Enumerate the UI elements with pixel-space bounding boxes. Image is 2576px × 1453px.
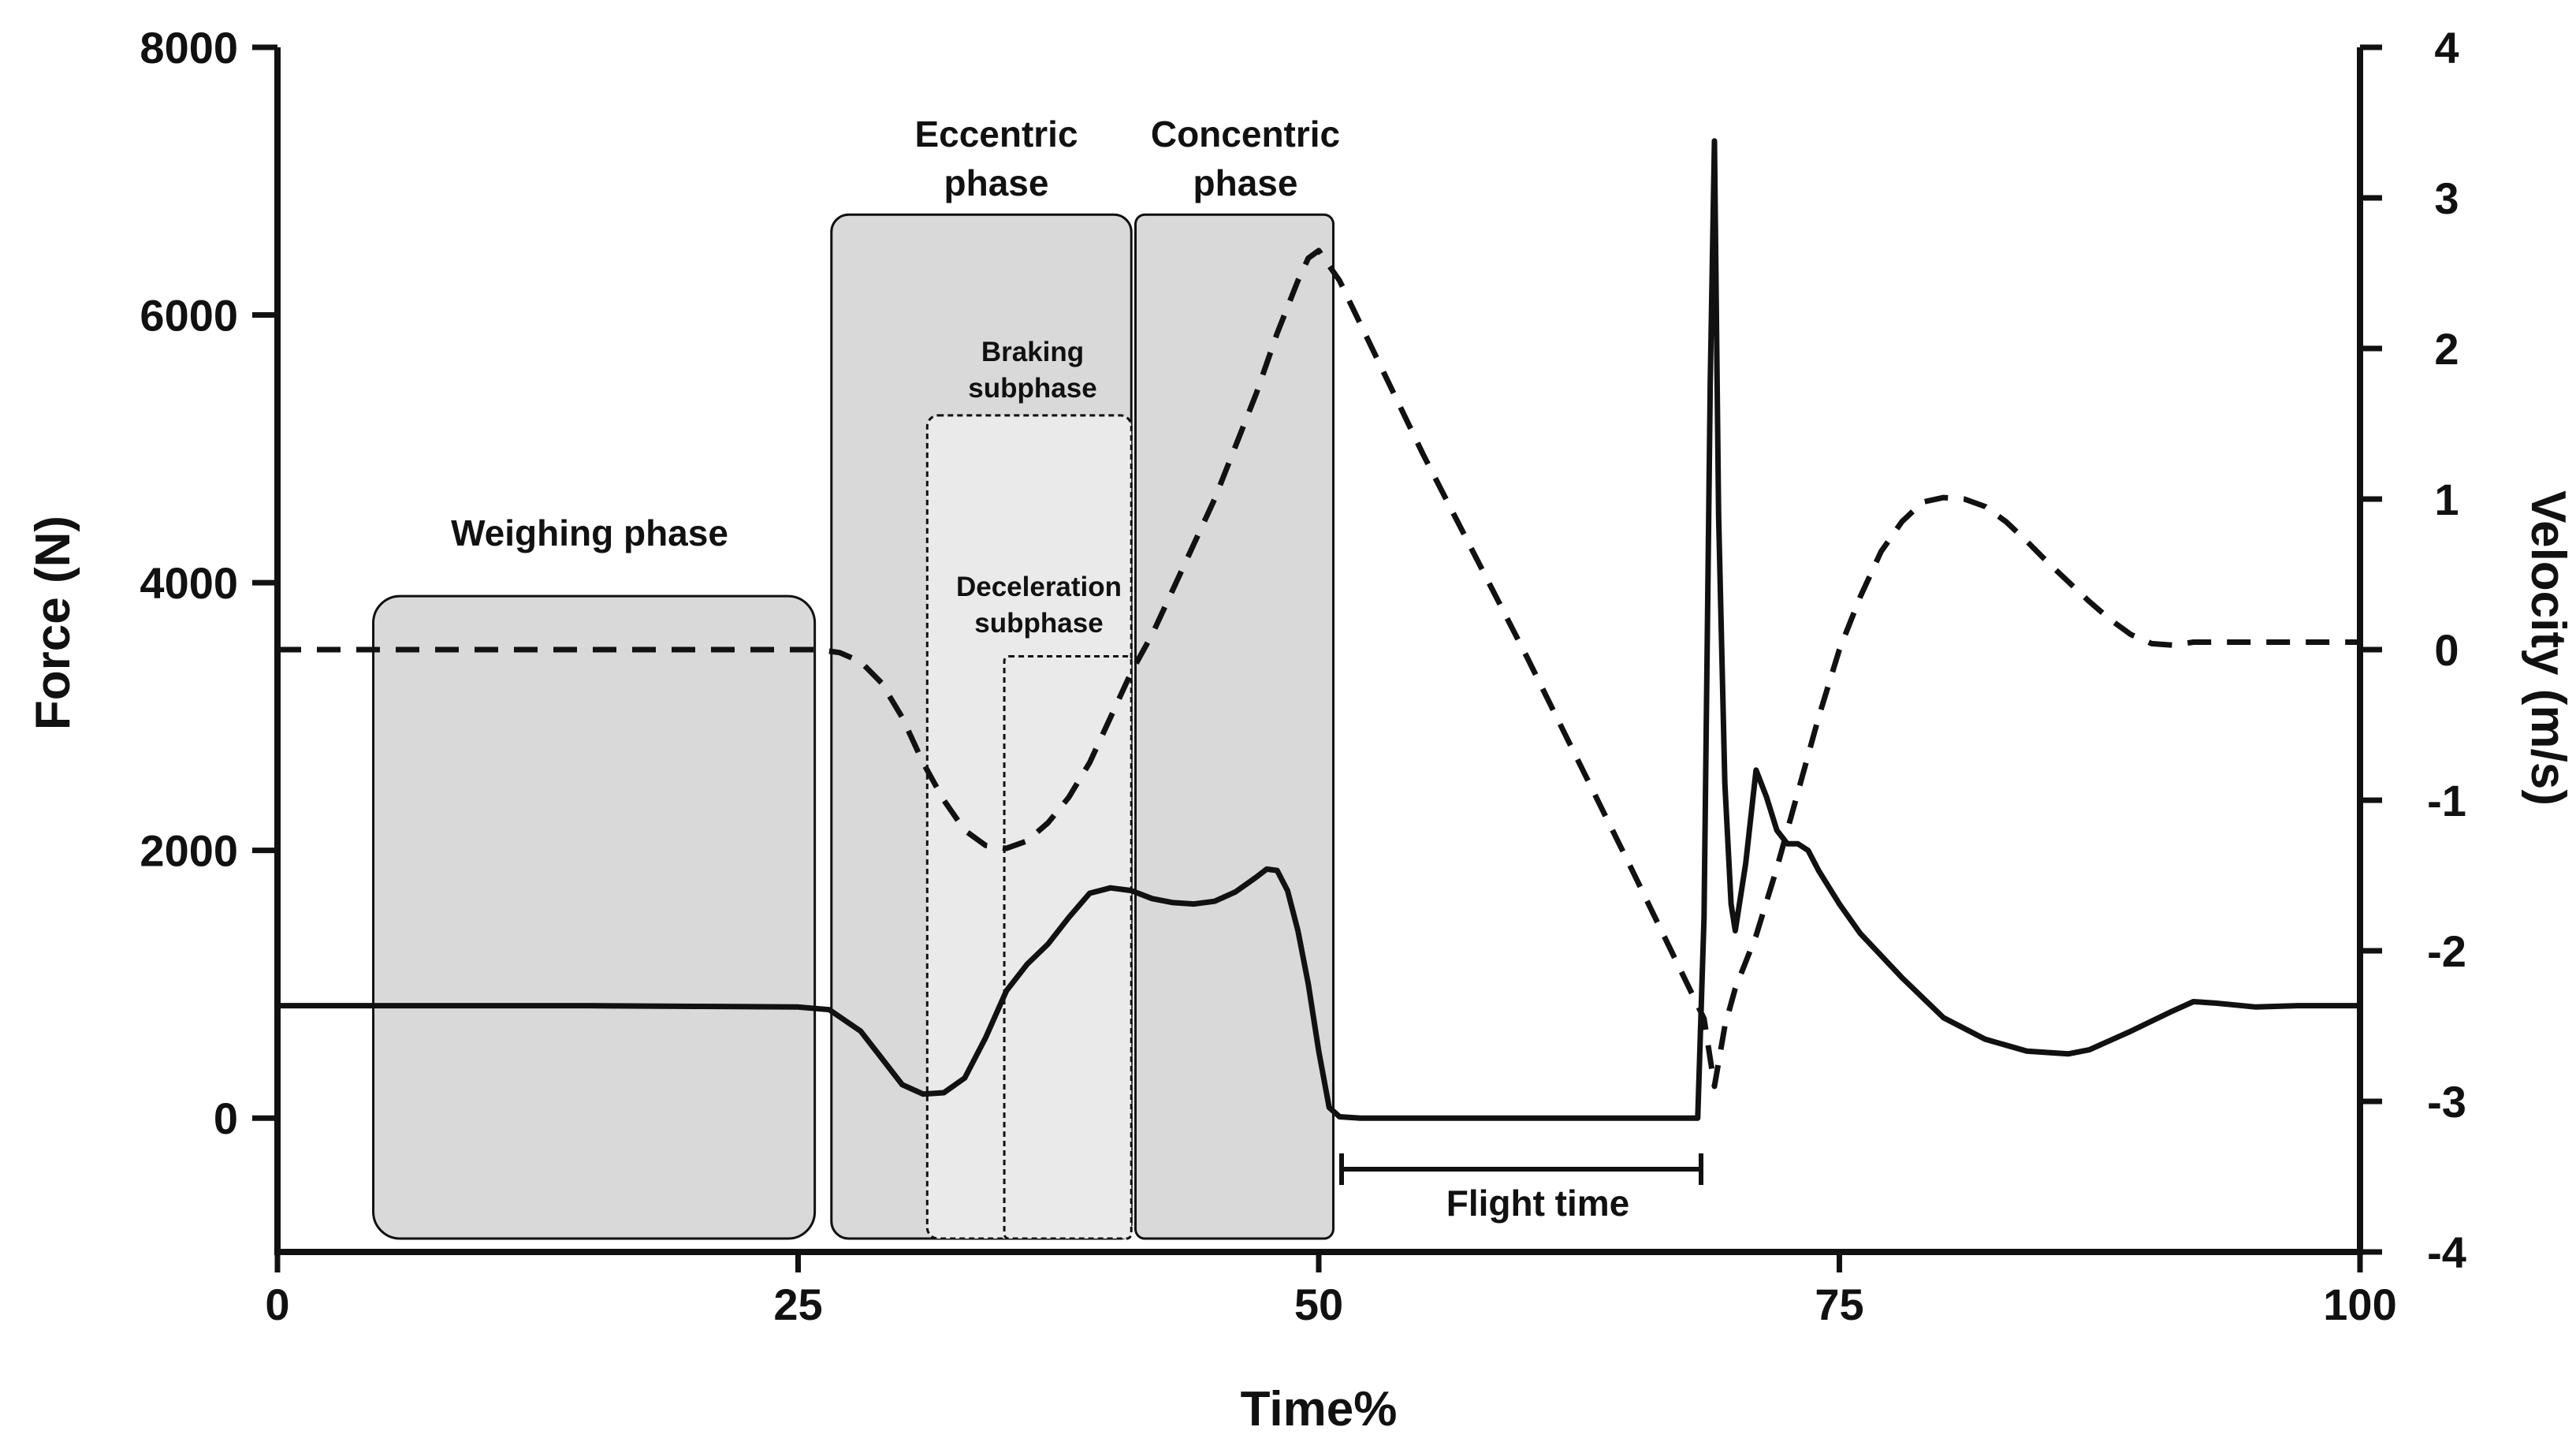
- y-left-tick-label: 0: [214, 1093, 238, 1143]
- y-right-tick-label: -2: [2427, 926, 2466, 976]
- y-right-tick-label: 1: [2434, 475, 2459, 524]
- y-left-tick-label: 4000: [140, 558, 238, 608]
- x-tick-label: 50: [1294, 1280, 1343, 1329]
- weighing-phase-label: Weighing phase: [451, 512, 728, 553]
- eccentric-phase-label-line1: Eccentric: [914, 114, 1078, 155]
- flight-time-label: Flight time: [1446, 1183, 1630, 1224]
- y-right-tick-label: 4: [2434, 23, 2459, 73]
- force-series-line: [274, 138, 2363, 1121]
- concentric-phase-label-line1: Concentric: [1151, 114, 1340, 155]
- x-tick-label: 0: [265, 1280, 289, 1329]
- y-right-tick-label: -1: [2427, 776, 2466, 825]
- x-tick-label: 100: [2323, 1280, 2396, 1329]
- series-layer: [274, 138, 2363, 1121]
- phase-boxes: [372, 213, 1335, 1240]
- y-right-tick-label: -3: [2427, 1077, 2466, 1127]
- braking-subphase-label-line1: Braking: [981, 337, 1084, 367]
- concentric-phase-label-line2: phase: [1193, 162, 1298, 203]
- y-right-tick-label: 2: [2434, 324, 2459, 374]
- label-layer: Time% Force (N) Velocity (m/s) Weighing …: [26, 114, 2575, 1436]
- tick-layer: 0 25 50 75 100 0 2000 4000 6000 8000 -4 -3 -2 -1 0 1 2 3 4: [140, 23, 2466, 1329]
- concentric-phase-box: [1134, 213, 1335, 1240]
- weighing-phase-box: [372, 594, 817, 1240]
- x-axis-label: Time%: [1241, 1382, 1398, 1436]
- flight-time-bracket: [1339, 1153, 1703, 1185]
- braking-subphase-label-line2: subphase: [968, 373, 1096, 404]
- y-left-axis-label: Force (N): [26, 516, 80, 730]
- y-left-tick-label: 8000: [140, 23, 238, 73]
- y-right-axis-label: Velocity (m/s): [2521, 490, 2575, 806]
- y-right-tick-label: 3: [2434, 173, 2459, 223]
- y-right-tick-label: -4: [2427, 1228, 2466, 1277]
- y-right-tick-label: 0: [2434, 625, 2459, 675]
- deceleration-subphase-box: [1003, 654, 1133, 1240]
- eccentric-phase-label-line2: phase: [944, 162, 1049, 203]
- deceleration-subphase-label-line1: Deceleration: [956, 572, 1122, 602]
- deceleration-subphase-label-line2: subphase: [974, 608, 1103, 639]
- y-left-tick-label: 2000: [140, 826, 238, 876]
- x-tick-label: 25: [773, 1280, 822, 1329]
- x-tick-label: 75: [1815, 1280, 1863, 1329]
- y-left-tick-label: 6000: [140, 291, 238, 341]
- velocity-series-line: [277, 248, 2360, 1090]
